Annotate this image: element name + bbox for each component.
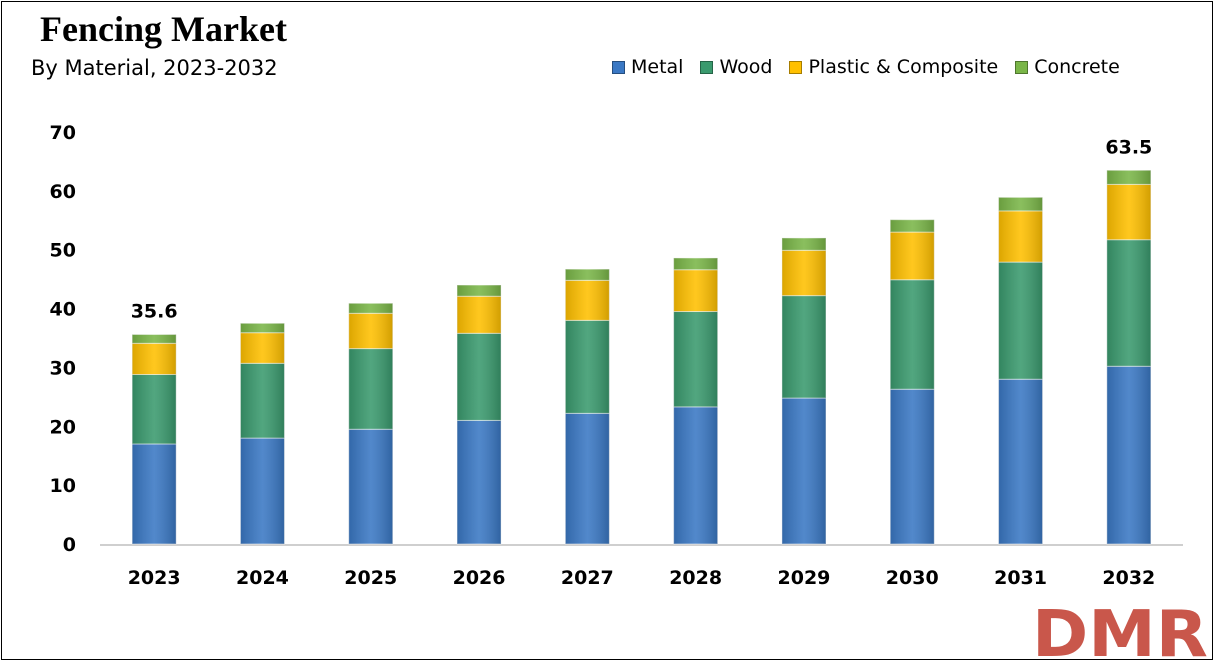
- legend-item: Metal: [612, 56, 683, 78]
- bar-segment-shade: [457, 420, 502, 544]
- bar-segment-shade: [673, 269, 718, 312]
- bar-segment-shade: [890, 219, 935, 233]
- bar-segment-shade: [240, 363, 285, 439]
- bar-segment-shade: [998, 210, 1043, 263]
- bar-segment-shade: [348, 429, 393, 544]
- bar-segment-shade: [457, 285, 502, 297]
- x-tick-label: 2027: [561, 567, 614, 589]
- legend-label: Metal: [631, 56, 684, 78]
- y-tick-label: 70: [50, 122, 76, 144]
- bar-segment-shade: [890, 232, 935, 280]
- bar-segment-shade: [1106, 366, 1151, 544]
- legend-item: Plastic & Composite: [789, 56, 998, 78]
- bars: [131, 169, 1152, 545]
- bar-segment-shade: [457, 333, 502, 421]
- bar-segment-shade: [673, 311, 718, 407]
- x-tick-label: 2026: [453, 567, 506, 589]
- bar-segment-shade: [565, 269, 610, 281]
- x-tick-label: 2023: [128, 567, 181, 589]
- x-tick-label: 2029: [778, 567, 831, 589]
- chart-title: Fencing Market: [40, 9, 287, 49]
- bar-segment-shade: [781, 295, 826, 399]
- dmr-logo: DMR: [1032, 598, 1208, 660]
- bar-segment-shade: [132, 334, 177, 344]
- total-labels: 35.6 63.5: [131, 136, 1153, 322]
- bar-segment-shade: [240, 323, 285, 333]
- x-tick-label: 2031: [994, 567, 1047, 589]
- x-tick-label: 2030: [886, 567, 939, 589]
- dmr-logo-text: DMR: [1032, 598, 1208, 660]
- bar-segment-shade: [565, 280, 610, 321]
- x-tick-label: 2032: [1102, 567, 1155, 589]
- bar-segment-shade: [998, 379, 1043, 544]
- bar-segment-shade: [348, 348, 393, 430]
- bar-segment-shade: [565, 413, 610, 544]
- bar-segment-shade: [1106, 184, 1151, 240]
- x-tick-label: 2024: [236, 567, 289, 589]
- x-tick-label: 2028: [669, 567, 722, 589]
- y-tick-label: 30: [50, 357, 76, 379]
- chart-legend: Metal Wood Plastic & Composite Concrete: [612, 56, 1137, 78]
- y-axis: 0 10 20 30 40 50 60 70: [50, 122, 76, 556]
- bar-segment-shade: [1106, 239, 1151, 367]
- total-data-label: 35.6: [131, 300, 178, 322]
- legend-label: Wood: [719, 56, 773, 78]
- x-axis: 2023 2024 2025 2026 2027 2028 2029 2030 2031 2032: [100, 544, 1183, 589]
- y-tick-label: 50: [50, 240, 76, 262]
- bar-segment-shade: [1106, 170, 1151, 185]
- legend-item: Wood: [700, 56, 772, 78]
- bar-segment-shade: [348, 303, 393, 314]
- bar-segment-shade: [890, 279, 935, 390]
- legend-label: Plastic & Composite: [808, 56, 999, 78]
- bar-segment-shade: [890, 389, 935, 544]
- legend-item: Concrete: [1015, 56, 1120, 78]
- legend-swatch: [700, 60, 714, 74]
- x-tick-label: 2025: [344, 567, 397, 589]
- chart-subtitle: By Material, 2023-2032: [31, 56, 278, 80]
- bar-segment-shade: [132, 443, 177, 544]
- y-tick-label: 20: [50, 416, 76, 438]
- y-tick-label: 40: [50, 299, 76, 321]
- y-tick-label: 10: [50, 475, 76, 497]
- bar-segment-shade: [998, 197, 1043, 211]
- bar-segment-shade: [240, 438, 285, 544]
- bar-segment-shade: [998, 262, 1043, 380]
- bar-segment-shade: [240, 332, 285, 364]
- bar-segment-shade: [132, 374, 177, 444]
- legend-swatch: [612, 60, 625, 74]
- bar-segment-shade: [781, 237, 826, 251]
- legend-swatch: [1015, 60, 1029, 74]
- y-tick-label: 60: [50, 181, 76, 203]
- bar-segment-shade: [565, 320, 610, 414]
- legend-swatch: [789, 60, 803, 74]
- total-data-label: 63.5: [1105, 136, 1152, 158]
- bar-segment-shade: [673, 257, 718, 270]
- y-tick-label: 0: [63, 534, 76, 556]
- bar-segment-shade: [781, 398, 826, 544]
- legend-label: Concrete: [1034, 56, 1120, 78]
- bar-segment-shade: [132, 343, 177, 375]
- bar-segment-shade: [673, 406, 718, 544]
- bar-segment-shade: [457, 296, 502, 334]
- bar-segment-shade: [781, 250, 826, 296]
- bar-segment-shade: [348, 313, 393, 349]
